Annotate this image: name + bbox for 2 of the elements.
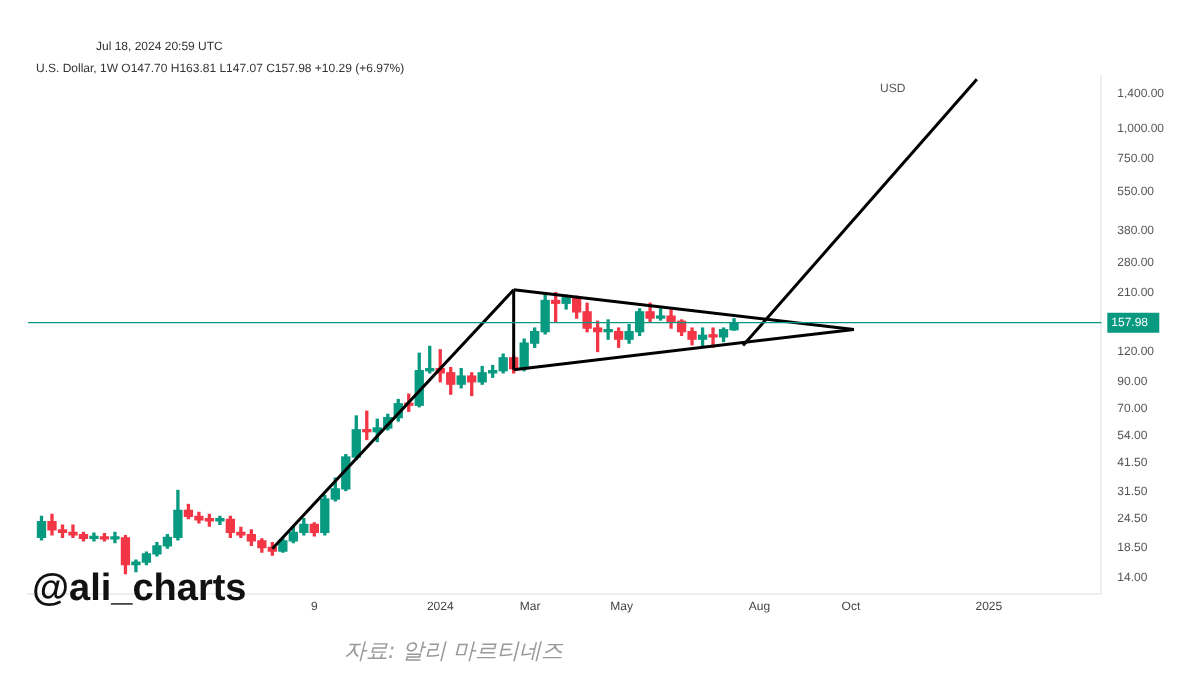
text: 자료: 알리 마르티네즈 [344,636,564,666]
annotation: @ali_charts [32,568,247,612]
